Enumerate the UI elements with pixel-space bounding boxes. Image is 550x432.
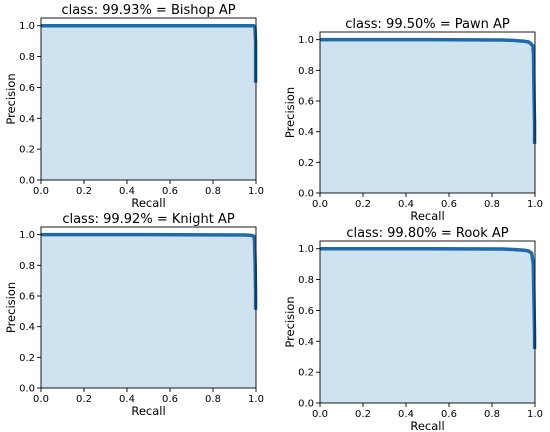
x-tick-label: 0.6: [441, 199, 457, 210]
y-tick-label: 0.4: [19, 114, 35, 125]
x-tick-label: 0.2: [355, 199, 371, 210]
pr-curve-line: [41, 232, 258, 310]
x-axis-label: Recall: [410, 209, 444, 223]
y-tick-label: 0.2: [298, 158, 314, 169]
y-tick-label: 1.0: [298, 244, 314, 255]
y-tick-label: 0.2: [19, 353, 35, 364]
y-tick-label: 0.0: [298, 189, 314, 200]
y-axis-label: Precision: [283, 296, 297, 347]
y-tick-label: 0.2: [19, 145, 35, 156]
x-tick-label: 0.4: [398, 409, 414, 420]
y-tick-label: 1.0: [19, 230, 35, 241]
chart-title: class: 99.50% = Pawn AP: [345, 17, 510, 32]
y-tick-label: 0.8: [298, 275, 314, 286]
plot-frame: [319, 240, 536, 404]
y-tick-label: 0.6: [19, 292, 35, 303]
x-tick-label: 0.6: [162, 186, 178, 197]
y-tick-label: 0.6: [298, 97, 314, 108]
x-tick-label: 1.0: [527, 199, 543, 210]
y-axis-label: Precision: [283, 87, 297, 138]
x-tick-label: 1.0: [248, 394, 264, 405]
plot-frame: [40, 17, 257, 181]
x-tick-label: 0.4: [398, 199, 414, 210]
y-tick-label: 0.8: [19, 261, 35, 272]
x-tick-label: 0.0: [312, 409, 328, 420]
y-tick-label: 0.4: [298, 337, 314, 348]
pr-area-fill: [41, 234, 256, 388]
x-tick-label: 0.8: [484, 199, 500, 210]
pr-chart-2: 0.0 0.2 0.4 0.6 0.8 1.0 0.0 0.2 0.4 0.6 0.8 1.0 clas…: [283, 17, 543, 223]
y-tick-label: 1.0: [298, 35, 314, 46]
pr-area-fill: [41, 25, 256, 181]
x-tick-label: 0.0: [33, 394, 49, 405]
y-tick-label: 0.6: [298, 306, 314, 317]
x-tick-label: 0.2: [76, 394, 92, 405]
y-tick-label: 1.0: [19, 21, 35, 32]
y-tick-label: 0.0: [19, 384, 35, 395]
x-tick-label: 1.0: [248, 186, 264, 197]
x-axis-label: Recall: [131, 404, 165, 418]
x-tick-label: 0.2: [76, 186, 92, 197]
pr-chart-1: 0.0 0.2 0.4 0.6 0.8 1.0 0.0 0.2 0.4 0.6 0.8 1.0 clas…: [4, 3, 264, 210]
pr-chart-3: 0.0 0.2 0.4 0.6 0.8 1.0 0.0 0.2 0.4 0.6 0.8 1.0 clas…: [4, 212, 264, 418]
y-tick-label: 0.2: [298, 368, 314, 379]
x-tick-label: 0.8: [205, 394, 221, 405]
x-tick-label: 0.0: [33, 186, 49, 197]
x-tick-label: 0.8: [484, 409, 500, 420]
chart-title: class: 99.80% = Rook AP: [346, 226, 508, 241]
y-axis-label: Precision: [4, 282, 18, 333]
y-tick-label: 0.4: [298, 127, 314, 138]
x-tick-label: 0.4: [119, 394, 135, 405]
y-tick-label: 0.4: [19, 322, 35, 333]
plot-frame: [319, 31, 536, 194]
plot-frame: [40, 226, 257, 389]
x-tick-label: 0.8: [205, 186, 221, 197]
pr-curve-line: [320, 246, 537, 349]
x-tick-label: 1.0: [527, 409, 543, 420]
y-tick-label: 0.6: [19, 83, 35, 94]
x-tick-label: 0.4: [119, 186, 135, 197]
chart-title: class: 99.92% = Knight AP: [62, 212, 234, 227]
y-tick-label: 0.8: [19, 52, 35, 63]
pr-chart-4: 0.0 0.2 0.4 0.6 0.8 1.0 0.0 0.2 0.4 0.6 0.8 1.0 clas…: [283, 226, 543, 432]
x-tick-label: 0.0: [312, 199, 328, 210]
y-axis-label: Precision: [4, 73, 18, 124]
x-axis-label: Recall: [131, 196, 165, 210]
pr-curve-line: [320, 37, 537, 144]
x-tick-label: 0.2: [355, 409, 371, 420]
x-axis-label: Recall: [410, 419, 444, 432]
y-tick-label: 0.0: [19, 176, 35, 187]
x-tick-label: 0.6: [441, 409, 457, 420]
pr-area-fill: [320, 39, 535, 193]
pr-area-fill: [320, 248, 535, 403]
chart-title: class: 99.93% = Bishop AP: [61, 3, 235, 18]
y-tick-label: 0.8: [298, 66, 314, 77]
y-tick-label: 0.0: [298, 399, 314, 410]
x-tick-label: 0.6: [162, 394, 178, 405]
